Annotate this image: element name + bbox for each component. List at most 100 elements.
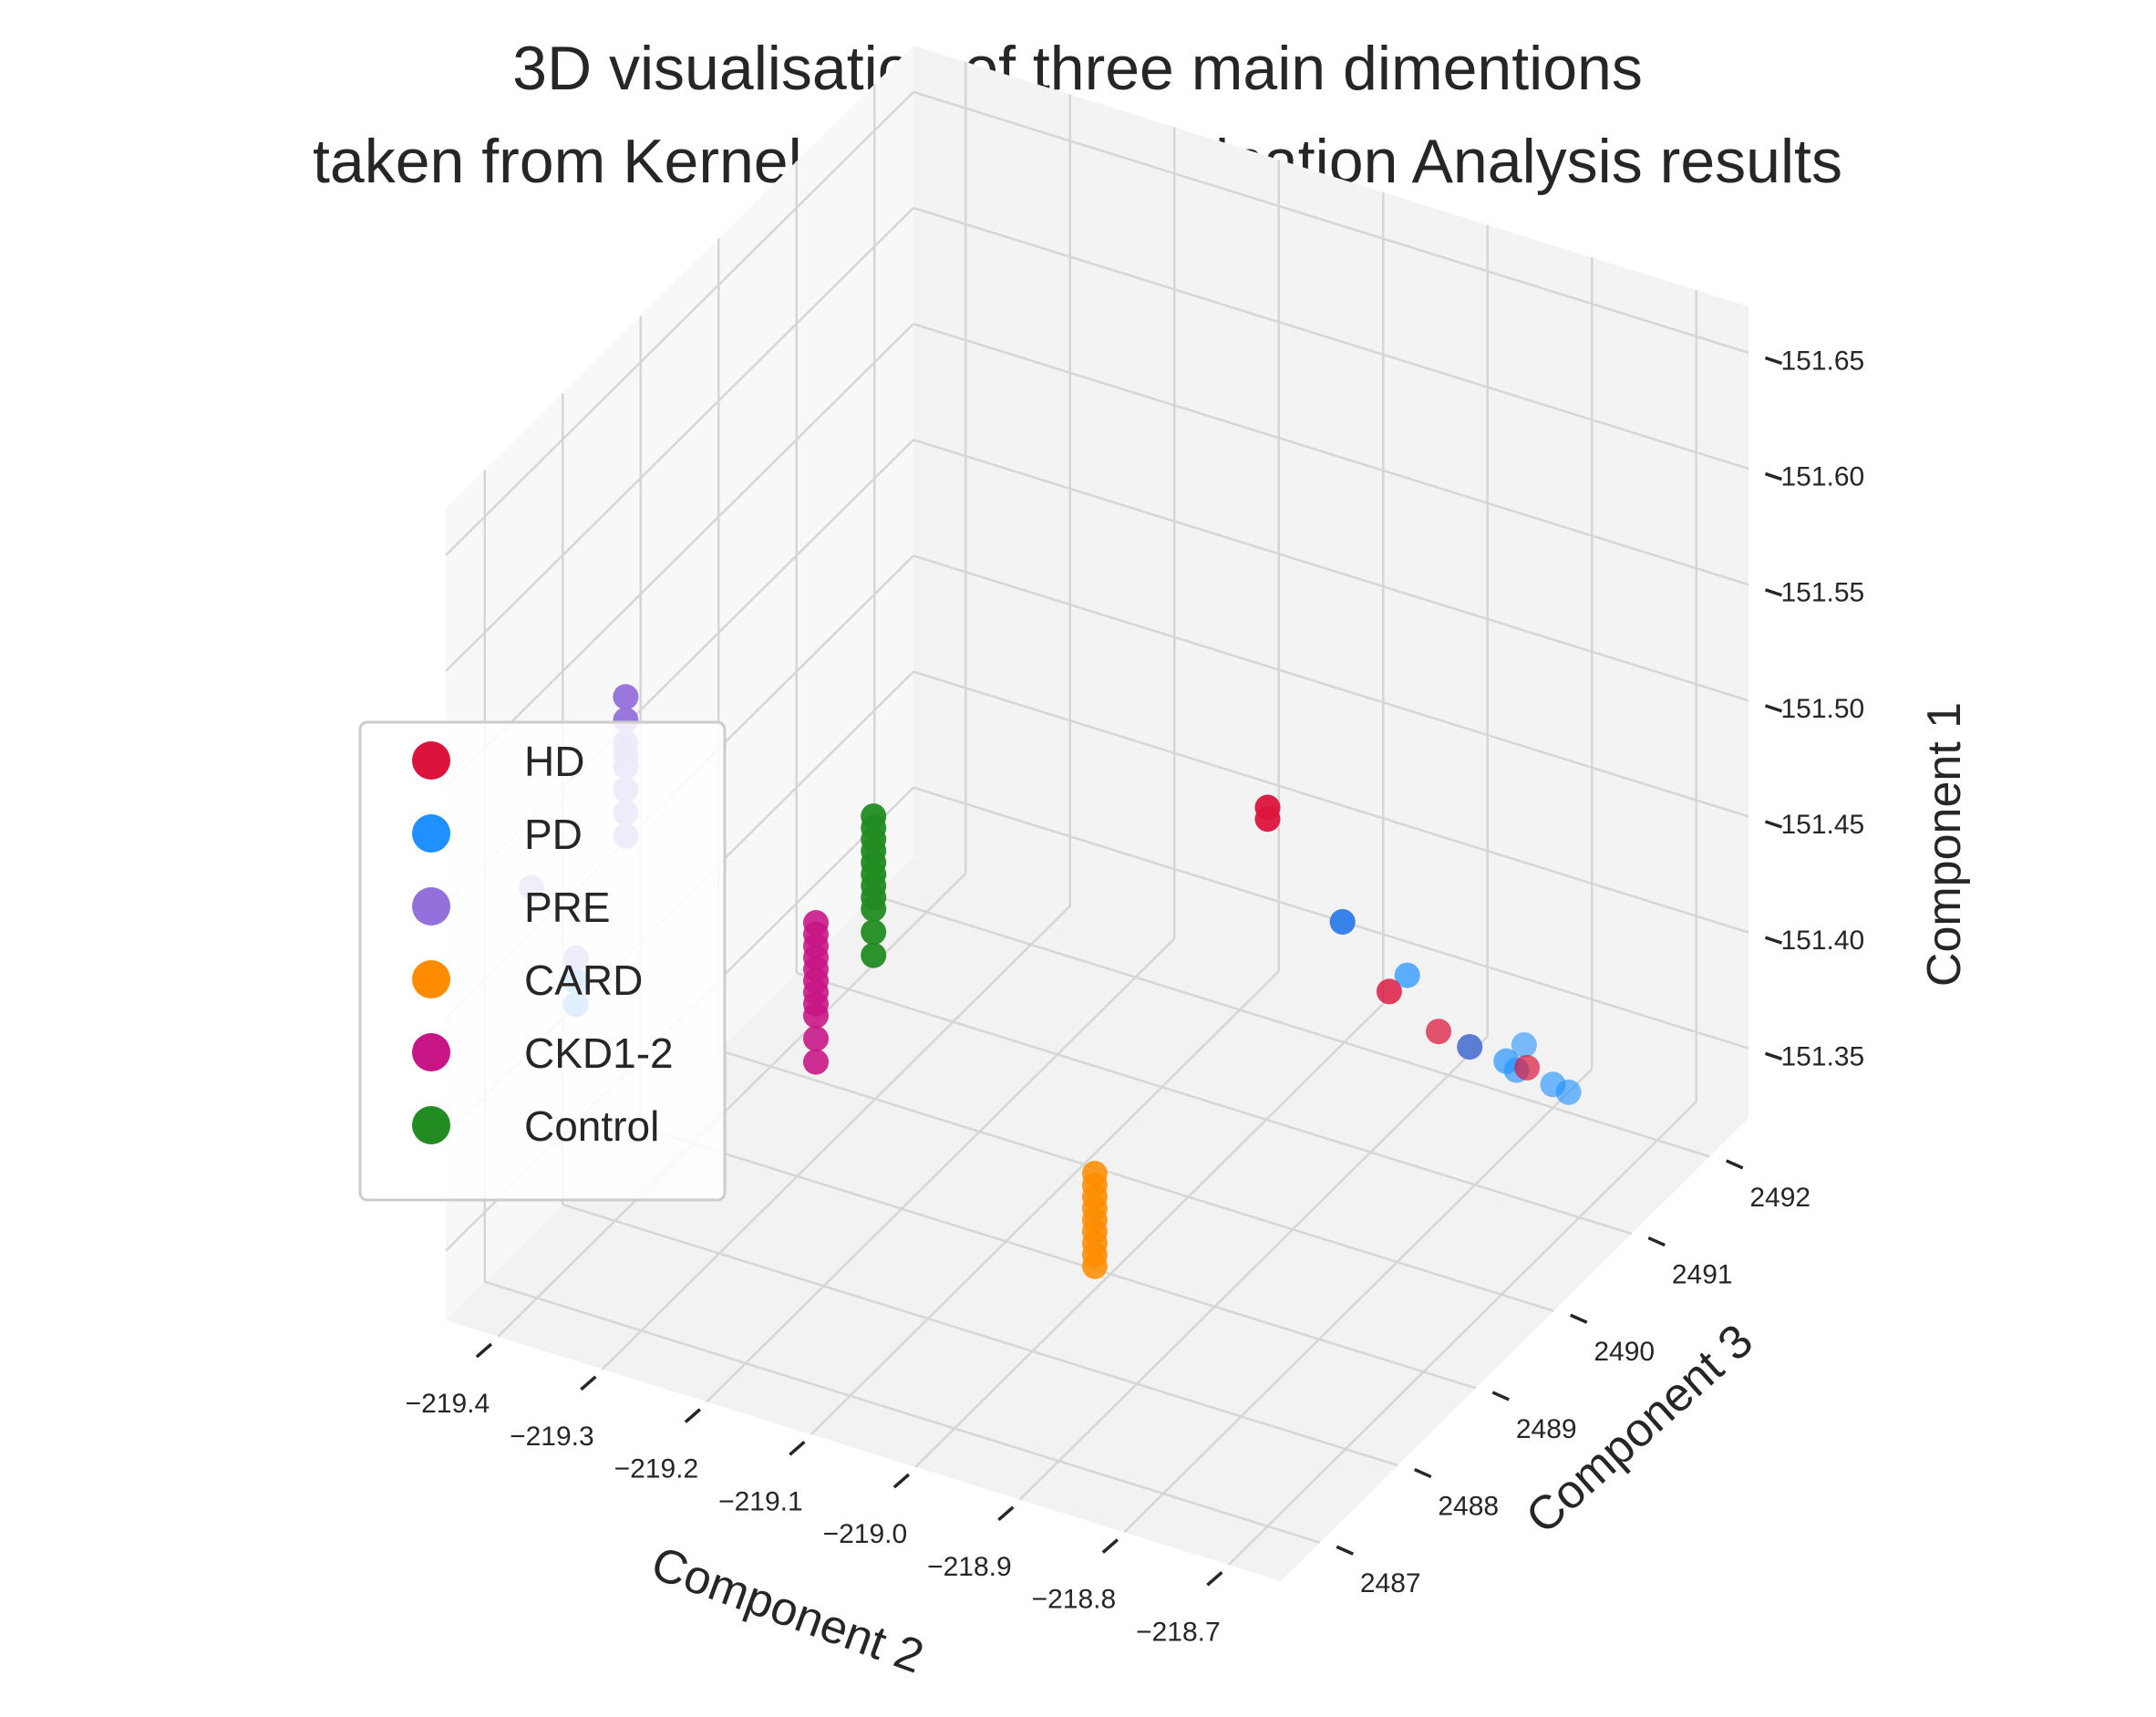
legend-label-pd: PD (524, 811, 583, 858)
grid-x-floor (1018, 1035, 1489, 1501)
x-tick-label: −218.7 (1136, 1617, 1221, 1647)
y-tick (1414, 1467, 1432, 1479)
y-tick-label: 2491 (1672, 1260, 1733, 1290)
legend-label-pre: PRE (524, 884, 611, 931)
z-tick-label: 151.50 (1780, 694, 1864, 724)
legend-marker-card (412, 960, 450, 998)
z-tick-label: 151.40 (1780, 926, 1864, 956)
grid-x-floor (1123, 1068, 1594, 1534)
grid-x-floor (810, 970, 1280, 1436)
point-pre (613, 684, 639, 710)
z-tick (1764, 356, 1783, 366)
y-tick (1726, 1159, 1744, 1170)
y-tick-label: 2488 (1438, 1492, 1499, 1522)
data-points (519, 684, 1582, 1279)
legend-marker-control (412, 1106, 450, 1144)
y-tick (1647, 1236, 1666, 1247)
point-hd (1254, 806, 1281, 833)
x-tick (580, 1375, 597, 1391)
z-tick-label: 151.60 (1780, 462, 1864, 492)
legend-marker-ckd1-2 (412, 1033, 450, 1071)
x-tick (1101, 1538, 1119, 1554)
grid-z-back (913, 439, 1749, 702)
x-tick-label: −219.4 (406, 1389, 490, 1419)
x-tick (892, 1473, 911, 1489)
y-tick-label: 2489 (1516, 1414, 1577, 1444)
legend-marker-hd (412, 741, 450, 780)
point-pd (1394, 962, 1420, 988)
grid-x-floor (914, 1002, 1385, 1468)
z-tick (1764, 936, 1783, 945)
point-pd (1329, 909, 1356, 935)
x-tick-label: −218.9 (927, 1552, 1012, 1582)
x-tick (684, 1408, 702, 1423)
z-axis-label: Component 1 (1918, 702, 1971, 987)
grid-z-left (445, 207, 914, 672)
legend: HD PD PRE CARD CKD1-2 Control (358, 720, 727, 1202)
z-tick-label: 151.45 (1780, 810, 1864, 840)
grid-x-floor (706, 937, 1176, 1403)
point-pd (1493, 1048, 1520, 1074)
legend-label-card: CARD (524, 957, 643, 1004)
grid-z-back (913, 90, 1749, 355)
point-pd (1457, 1034, 1483, 1060)
y-tick (1570, 1313, 1588, 1324)
z-tick-label: 151.55 (1780, 578, 1864, 608)
y-tick-label: 2490 (1594, 1337, 1655, 1367)
grid-z-back (913, 554, 1749, 818)
y-tick-label: 2487 (1360, 1568, 1421, 1598)
grid-y-floor (796, 971, 1633, 1236)
z-tick (1764, 588, 1783, 597)
grid-y-floor (562, 1203, 1398, 1467)
x-tick-label: −219.1 (718, 1486, 803, 1516)
point-hd (1376, 978, 1402, 1005)
grid-x-floor (601, 905, 1071, 1370)
point-control (861, 895, 887, 922)
y-tick (1491, 1391, 1510, 1402)
z-tick (1764, 1051, 1783, 1060)
x-tick (1206, 1571, 1223, 1587)
x-tick-label: −219.0 (823, 1519, 908, 1549)
point-ckd1-2 (803, 1049, 829, 1075)
point-ckd1-2 (803, 1002, 829, 1029)
x-tick-label: −219.3 (510, 1422, 594, 1452)
grid-z-back (913, 322, 1749, 586)
z-tick-label: 151.65 (1780, 346, 1864, 376)
grid-x-floor (1227, 1101, 1697, 1567)
grid-z-back (913, 670, 1749, 934)
point-hd (1514, 1054, 1541, 1081)
z-tick (1764, 471, 1783, 481)
legend-label-ckd1-2: CKD1-2 (524, 1029, 674, 1077)
z-tick (1764, 820, 1783, 829)
grid-y-floor (484, 1280, 1321, 1544)
x-tick-label: −219.2 (614, 1454, 699, 1484)
z-tick-label: 151.35 (1780, 1041, 1864, 1071)
z-tick (1764, 704, 1783, 713)
legend-label-hd: HD (524, 738, 584, 785)
grid-z-left (445, 323, 914, 789)
legend-marker-pd (412, 814, 450, 853)
x-tick (997, 1505, 1015, 1522)
y-tick-label: 2492 (1749, 1183, 1810, 1213)
point-pd (1511, 1032, 1537, 1058)
grid-y-floor (873, 895, 1710, 1158)
x-tick (789, 1441, 806, 1456)
point-card (1081, 1253, 1108, 1279)
x-axis-label: Component 2 (645, 1536, 930, 1683)
grid-y-floor (717, 1049, 1554, 1312)
point-ckd1-2 (803, 1026, 829, 1052)
legend-marker-pre (412, 887, 450, 926)
y-tick (1336, 1545, 1354, 1556)
grid-z-left (445, 90, 914, 556)
legend-label-control: Control (524, 1102, 659, 1150)
back-pane (913, 46, 1749, 1118)
chart-title-line-1: 3D visualisation of three main dimention… (512, 34, 1643, 103)
grid-x-floor (497, 872, 967, 1338)
grid-z-back (913, 206, 1749, 471)
x-tick (475, 1342, 493, 1359)
axis-ticks: −219.4 −219.3 −219.2 −219.1 −219.0 −218.9 −218… (406, 346, 1865, 1647)
point-control (861, 919, 887, 946)
point-pd (1540, 1071, 1566, 1098)
